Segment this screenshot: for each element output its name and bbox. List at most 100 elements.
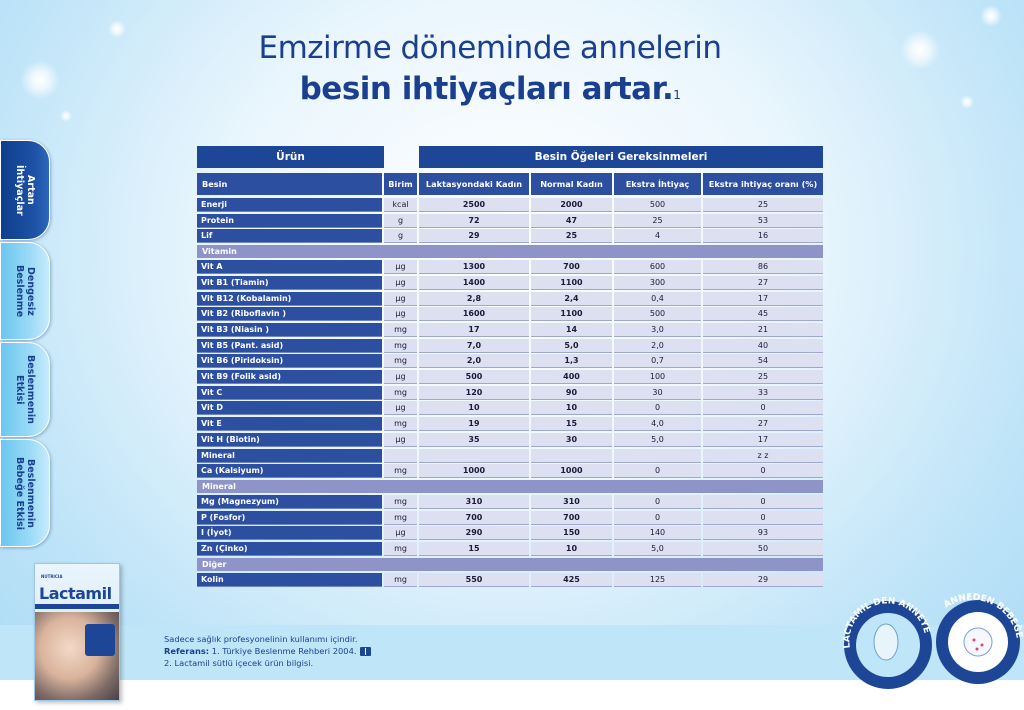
- table-cell: 25: [531, 229, 612, 244]
- table-cell: 500: [419, 370, 529, 384]
- table-cell: 30: [614, 385, 701, 400]
- table-cell: 100: [614, 370, 701, 384]
- nutrient-name: I (İyot): [197, 526, 382, 541]
- nutrient-name: Vit A: [197, 260, 382, 275]
- table-cell: 120: [419, 385, 529, 400]
- baby-figure-icon: [963, 627, 993, 657]
- table-cell: 33: [703, 385, 823, 400]
- table-row: I (İyot) µg 290 150 140 93: [197, 526, 823, 541]
- table-row: Mg (Magnezyum) mg 310 310 0 0: [197, 494, 823, 509]
- table-cell: 310: [531, 494, 612, 509]
- table-cell: 21: [703, 322, 823, 337]
- table-cell: 550: [419, 572, 529, 587]
- table-section: Vitamin: [197, 245, 823, 259]
- product-brand: Lactamil: [39, 584, 112, 603]
- table-cell: 0,4: [614, 291, 701, 306]
- product-stripe: [35, 604, 119, 609]
- mother-figure-icon: [873, 623, 899, 661]
- sparkle: [60, 110, 72, 122]
- table-cell: 125: [614, 572, 701, 587]
- table-row: Kolin mg 550 425 125 29: [197, 572, 823, 587]
- table-row: Lif g 29 25 4 16: [197, 229, 823, 244]
- nutrient-name: Vit B2 (Riboflavin ): [197, 307, 382, 322]
- table-cell: µg: [384, 307, 417, 322]
- table-cell: 15: [531, 417, 612, 432]
- tab-artan-ihtiyaclar[interactable]: Artan İhtiyaçlar: [0, 140, 50, 240]
- nutrient-name: Kolin: [197, 572, 382, 587]
- table-cell: 1000: [419, 464, 529, 479]
- table-cell: 150: [531, 526, 612, 541]
- product-box: NUTRICIA Lactamil: [34, 563, 120, 701]
- table-cell: 40: [703, 338, 823, 353]
- table-cell: 0: [703, 464, 823, 479]
- table-cell: 3,0: [614, 322, 701, 337]
- table-cell: 500: [614, 307, 701, 322]
- tab-label: Beslenmenin Etkisi: [14, 355, 36, 424]
- nutrient-name: Protein: [197, 213, 382, 228]
- professional-use-note: Sadece sağlık profesyonelinin kullanımı …: [164, 634, 358, 644]
- table-row: Vit B9 (Folik asid) µg 500 400 100 25: [197, 370, 823, 384]
- table-cell: mg: [384, 385, 417, 400]
- sparkle: [980, 5, 1002, 27]
- table-cell: 700: [531, 260, 612, 275]
- column-header: Ekstra İhtiyaç: [614, 173, 701, 195]
- table-cell: 10: [531, 401, 612, 416]
- tab-dengesiz-beslenme[interactable]: Dengesiz Beslenme: [0, 242, 50, 340]
- table-cell: mg: [384, 510, 417, 525]
- table-cell: 0: [703, 401, 823, 416]
- table-cell: mg: [384, 572, 417, 587]
- table-section: Mineral: [197, 479, 823, 493]
- table-cell: 17: [703, 291, 823, 306]
- page-title: Emzirme döneminde annelerin besin ihtiya…: [180, 28, 800, 110]
- nutrient-name: Ca (Kalsiyum): [197, 464, 382, 479]
- table-cell: 1600: [419, 307, 529, 322]
- table-cell: 35: [419, 432, 529, 447]
- table-cell: 2000: [531, 198, 612, 212]
- nutrient-name: Zn (Çinko): [197, 542, 382, 556]
- sparkle: [900, 30, 940, 70]
- table-cell: 10: [419, 401, 529, 416]
- nutrient-name: Vit B9 (Folik asid): [197, 370, 382, 384]
- table-cell: 0: [703, 510, 823, 525]
- nutrient-name: Vit B1 (Tiamin): [197, 275, 382, 290]
- table-cell: 700: [419, 510, 529, 525]
- table-cell: µg: [384, 432, 417, 447]
- table-cell: 0: [614, 510, 701, 525]
- nutrient-name: Enerji: [197, 198, 382, 212]
- column-header: Birim: [384, 173, 417, 195]
- table-cell: 25: [614, 213, 701, 228]
- tab-beslenmenin-bebege-etkisi[interactable]: Beslenmenin Bebeğe Etkisi: [0, 439, 50, 547]
- table-cell: µg: [384, 275, 417, 290]
- table-cell: 14: [531, 322, 612, 337]
- table-cell: kcal: [384, 198, 417, 212]
- book-icon[interactable]: [359, 647, 371, 656]
- table-cell: 1400: [419, 275, 529, 290]
- table-cell: g: [384, 229, 417, 244]
- nutrient-name: Lif: [197, 229, 382, 244]
- table-cell: µg: [384, 291, 417, 306]
- tab-beslenmenin-etkisi[interactable]: Beslenmenin Etkisi: [0, 342, 50, 437]
- table-row: Vit B6 (Piridoksin) mg 2,0 1,3 0,7 54: [197, 354, 823, 369]
- table-cell: 500: [614, 198, 701, 212]
- nutrient-name: Vit C: [197, 385, 382, 400]
- table-cell: 5,0: [614, 432, 701, 447]
- table-row: Enerji kcal 2500 2000 500 25: [197, 198, 823, 212]
- table-cell: 16: [703, 229, 823, 244]
- footer-white-band: [0, 680, 1024, 710]
- nutrient-name: Vit B5 (Pant. asid): [197, 338, 382, 353]
- table-cell: 93: [703, 526, 823, 541]
- table-cell: 0: [614, 401, 701, 416]
- table-cell: 27: [703, 275, 823, 290]
- table-cell: 300: [614, 275, 701, 290]
- nutrient-name: Mg (Magnezyum): [197, 494, 382, 509]
- table-cell: z z: [703, 448, 823, 463]
- table-cell: 47: [531, 213, 612, 228]
- product-label: [85, 624, 115, 656]
- table-cell: 53: [703, 213, 823, 228]
- table-cell: [419, 448, 529, 463]
- table-cell: 290: [419, 526, 529, 541]
